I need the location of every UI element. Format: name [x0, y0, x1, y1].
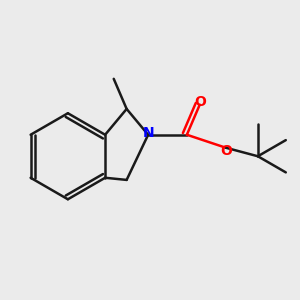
Text: N: N	[143, 126, 155, 140]
Text: O: O	[195, 94, 206, 109]
Text: O: O	[220, 144, 232, 158]
